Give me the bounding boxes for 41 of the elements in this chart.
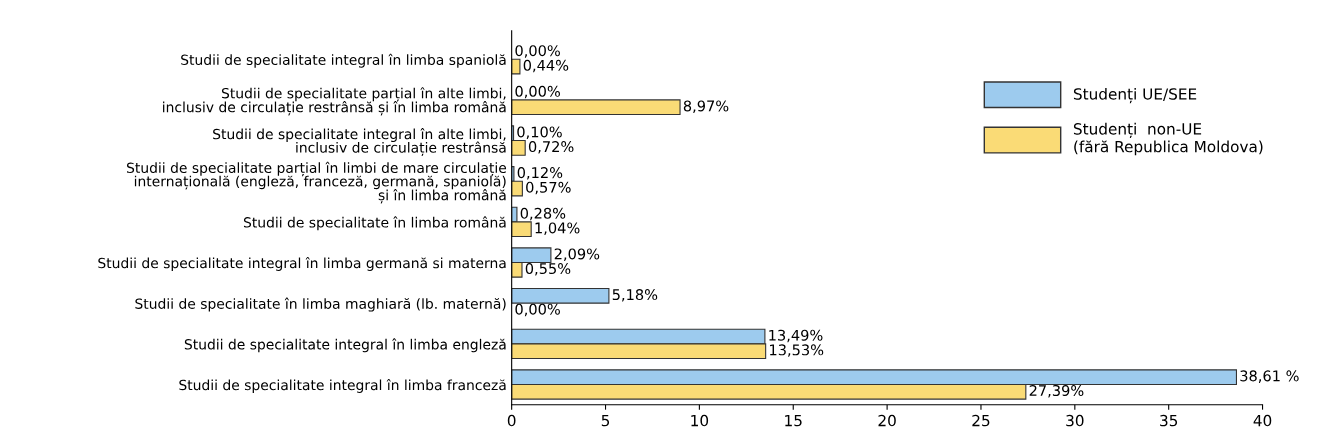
y-tick-label: Studii de specialitate parțial în limbi de mare circulație internațională (engleză, franceză, germană, spaniolă) și în limba română bbox=[126, 161, 507, 204]
data-label: 8,97% bbox=[683, 100, 729, 113]
data-label: 2,09% bbox=[554, 248, 600, 261]
x-tick-label: 25 bbox=[972, 414, 990, 427]
data-label: 13,49% bbox=[769, 329, 823, 343]
data-label: 1,04% bbox=[535, 222, 580, 235]
data-label: 27,39% bbox=[1029, 384, 1084, 398]
data-label: 0,28% bbox=[520, 207, 566, 221]
bar bbox=[511, 99, 681, 116]
x-tick-label: 0 bbox=[507, 414, 516, 427]
data-label: 0,00% bbox=[515, 45, 560, 58]
y-tick-label: Studii de specialitate în limba maghiară (lb. maternă) bbox=[135, 297, 506, 312]
x-tick-label: 10 bbox=[691, 414, 709, 427]
data-label: 0,55% bbox=[525, 263, 571, 276]
y-tick-label: Studii de specialitate integral în limba spaniolă bbox=[181, 53, 506, 68]
legend-label: Studenți non-UE (fără Republica Moldova) bbox=[1073, 122, 1263, 156]
data-label: 0,12% bbox=[517, 167, 563, 180]
data-label: 0,00% bbox=[515, 85, 560, 99]
y-tick-label: Studii de specialitate integral în limba franceză bbox=[179, 378, 506, 393]
data-label: 38,61 % bbox=[1240, 370, 1299, 383]
y-tick-label: Studii de specialitate integral în limba engleză bbox=[184, 338, 506, 353]
data-label: 0,44% bbox=[523, 59, 569, 73]
data-label: 13,53% bbox=[770, 344, 824, 357]
data-label: 0,00% bbox=[515, 303, 560, 317]
data-label: 0,72% bbox=[528, 141, 574, 154]
x-tick-label: 35 bbox=[1160, 414, 1178, 427]
x-tick-label: 30 bbox=[1066, 414, 1084, 427]
x-tick-label: 40 bbox=[1253, 414, 1272, 427]
x-tick-label: 5 bbox=[601, 414, 610, 427]
data-label: 5,18% bbox=[612, 289, 658, 302]
legend-label: Studenți UE/SEE bbox=[1073, 87, 1197, 104]
y-tick-label: Studii de specialitate în limba română bbox=[243, 216, 506, 231]
y-tick-label: Studii de specialitate parțial în alte limbi, inclusiv de circulație restrânsă și în limba română bbox=[163, 87, 506, 116]
bar bbox=[511, 58, 521, 75]
y-tick-label: Studii de specialitate integral în alte limbi, inclusiv de circulație restrânsă bbox=[213, 128, 506, 156]
x-tick-label: 20 bbox=[878, 414, 896, 427]
y-tick-label: Studii de specialitate integral în limba germană si materna bbox=[98, 256, 506, 271]
x-tick-label: 15 bbox=[785, 414, 802, 427]
data-label: 0,57% bbox=[526, 181, 571, 195]
bar bbox=[511, 287, 610, 304]
data-label: 0,10% bbox=[517, 126, 562, 139]
